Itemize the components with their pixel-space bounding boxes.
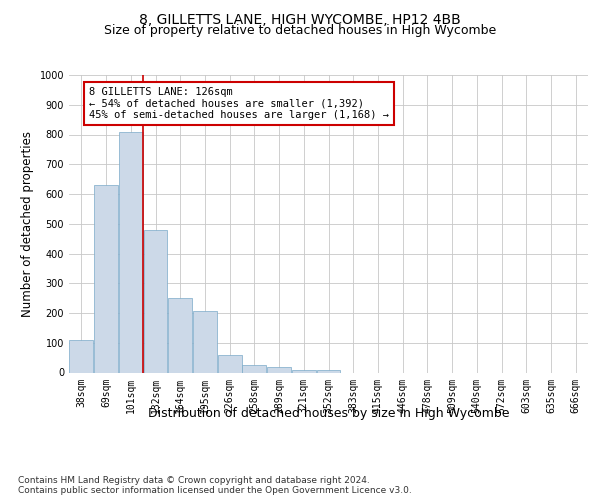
Y-axis label: Number of detached properties: Number of detached properties	[21, 130, 34, 317]
Bar	[267, 368, 291, 372]
Bar	[119, 132, 143, 372]
Bar	[218, 354, 242, 372]
Bar	[317, 370, 340, 372]
Text: Contains HM Land Registry data © Crown copyright and database right 2024.
Contai: Contains HM Land Registry data © Crown c…	[18, 476, 412, 495]
Text: 8, GILLETTS LANE, HIGH WYCOMBE, HP12 4BB: 8, GILLETTS LANE, HIGH WYCOMBE, HP12 4BB	[139, 12, 461, 26]
Bar	[242, 365, 266, 372]
Text: Size of property relative to detached houses in High Wycombe: Size of property relative to detached ho…	[104, 24, 496, 37]
Bar	[143, 230, 167, 372]
Bar	[193, 311, 217, 372]
Bar	[94, 185, 118, 372]
Bar	[70, 340, 94, 372]
Bar	[292, 370, 316, 372]
Text: Distribution of detached houses by size in High Wycombe: Distribution of detached houses by size …	[148, 408, 509, 420]
Text: 8 GILLETTS LANE: 126sqm
← 54% of detached houses are smaller (1,392)
45% of semi: 8 GILLETTS LANE: 126sqm ← 54% of detache…	[89, 87, 389, 120]
Bar	[168, 298, 192, 372]
